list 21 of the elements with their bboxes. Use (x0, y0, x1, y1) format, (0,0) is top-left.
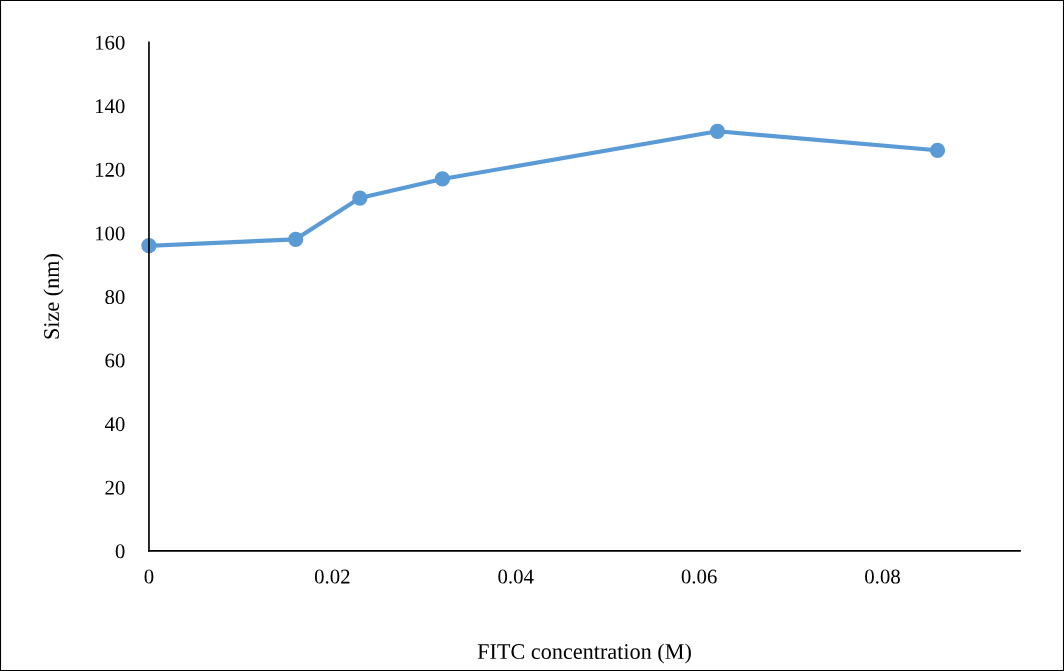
y-tick-label: 60 (105, 353, 125, 368)
y-tick-label: 20 (105, 480, 125, 495)
y-tick-label: 160 (95, 35, 125, 50)
point (929, 142, 946, 158)
y-axis-title: Size (nm) (43, 254, 64, 339)
x-tick-label: 0.02 (314, 569, 350, 584)
y-tick-label: 100 (95, 226, 125, 241)
x-tick-label: 0 (144, 569, 154, 584)
y-tick-label: 140 (95, 99, 125, 114)
y-tick-label: 120 (95, 162, 125, 177)
y-tick-label: 0 (115, 544, 125, 559)
point (434, 171, 451, 187)
x-tick-label: 0.08 (865, 569, 900, 584)
y-tick-label: 40 (104, 417, 125, 432)
point (352, 190, 368, 206)
point (709, 123, 726, 139)
x-axis-title: FITC concentration (M) (477, 643, 691, 664)
x-tick-label: 0.06 (681, 569, 717, 584)
point (288, 231, 304, 248)
y-tick-label: 80 (105, 289, 125, 305)
x-tick-label: 0.04 (498, 569, 534, 584)
